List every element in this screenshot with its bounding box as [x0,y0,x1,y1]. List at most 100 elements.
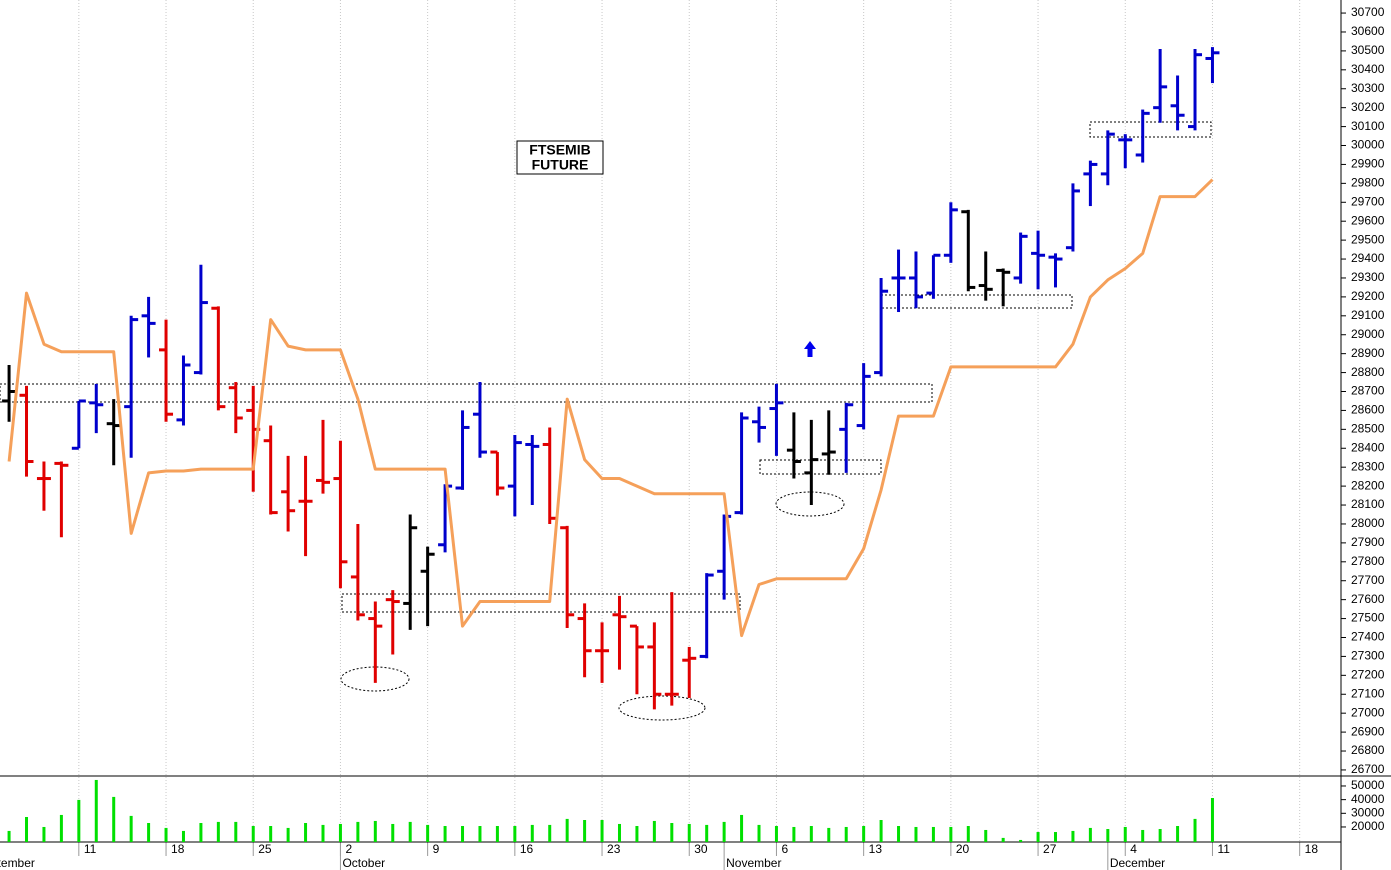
y-tick-label: 30700 [1351,5,1385,19]
x-tick-label: 23 [607,842,621,856]
volume-bar [774,826,778,842]
volume-bar [77,799,81,842]
volume-bar [478,826,482,842]
y-tick-label: 28600 [1351,403,1385,417]
y-tick-label: 29400 [1351,251,1385,265]
volume-bar [304,823,308,842]
volume-bar [687,823,691,842]
x-tick-label: 20 [956,842,970,856]
range-box [0,383,933,403]
y-tick-label: 30200 [1351,100,1385,114]
y-tick-label: 28800 [1351,365,1385,379]
volume-bar [600,820,604,842]
volume-bar [59,814,63,842]
volume-bar [338,823,342,842]
month-label: November [726,856,781,870]
x-tick-label: 30 [694,842,708,856]
y-tick-label: 27400 [1351,630,1385,644]
volume-bar [652,820,656,842]
y-tick-label: 30500 [1351,43,1385,57]
volume-bar [147,823,151,842]
volume-bar [1001,837,1005,842]
y-tick-label: 28400 [1351,440,1385,454]
volume-bar [42,826,46,842]
y-tick-label: 29000 [1351,327,1385,341]
chart-title: FTSEMIB [529,142,590,158]
y-tick-label: 28100 [1351,497,1385,511]
volume-bar [530,824,534,842]
y-tick-label: 27900 [1351,535,1385,549]
volume-bar [670,823,674,842]
volume-bar [809,826,813,842]
volume-bar [1193,818,1197,842]
volume-bar [966,826,970,842]
volume-bar [1106,829,1110,842]
volume-bar [1036,832,1040,842]
x-tick-label: 6 [781,842,788,856]
y-tick-label: 40000 [1351,792,1385,806]
y-tick-label: 20000 [1351,819,1385,833]
month-label: October [342,856,385,870]
range-box [1089,121,1212,138]
volume-bar [757,824,761,842]
volume-bar [740,814,744,842]
x-tick-label: 13 [869,842,883,856]
y-tick-label: 29300 [1351,270,1385,284]
volume-bar [792,826,796,842]
volume-bar [426,824,430,842]
y-tick-label: 29700 [1351,194,1385,208]
low-marker [340,666,410,692]
volume-bar [1123,826,1127,842]
y-tick-label: 27600 [1351,592,1385,606]
low-marker [775,491,845,517]
volume-bar [844,826,848,842]
y-tick-label: 26900 [1351,724,1385,738]
volume-bar [1210,798,1214,842]
y-tick-label: 27000 [1351,705,1385,719]
volume-bar [164,827,168,842]
volume-bar [705,824,709,842]
x-tick-label: 27 [1043,842,1057,856]
range-box [759,459,882,475]
y-tick-label: 30000 [1351,138,1385,152]
volume-bar [234,821,238,842]
arrow-up [804,341,816,357]
y-tick-label: 26700 [1351,762,1385,776]
volume-bar [112,796,116,842]
volume-bar [269,826,273,842]
volume-bar [897,826,901,842]
volume-bar [635,826,639,842]
x-tick-label: 16 [520,842,534,856]
y-tick-label: 30100 [1351,119,1385,133]
x-tick-label: 11 [1217,842,1230,856]
x-tick-label: 25 [258,842,272,856]
y-tick-label: 28500 [1351,422,1385,436]
volume-bar [565,818,569,842]
volume-bar [1141,829,1145,842]
volume-bar [722,821,726,842]
y-tick-label: 26800 [1351,743,1385,757]
volume-bar [251,826,255,842]
y-tick-label: 29200 [1351,289,1385,303]
volume-bar [129,815,133,842]
y-tick-label: 27500 [1351,611,1385,625]
volume-bar [199,823,203,842]
month-label: December [1110,856,1165,870]
volume-bar [583,820,587,842]
y-tick-label: 28200 [1351,478,1385,492]
volume-bar [1176,826,1180,842]
x-tick-label: 18 [1305,842,1319,856]
volume-bar [495,826,499,842]
y-tick-label: 27800 [1351,554,1385,568]
y-tick-label: 50000 [1351,778,1385,792]
volume-bar [513,826,517,842]
volume-bar [1158,829,1162,842]
volume-bar [321,824,325,842]
y-tick-label: 30000 [1351,805,1385,819]
y-tick-label: 28700 [1351,384,1385,398]
y-tick-label: 29600 [1351,213,1385,227]
volume-bar [25,816,29,842]
x-tick-label: 18 [171,842,185,856]
y-tick-label: 28300 [1351,459,1385,473]
